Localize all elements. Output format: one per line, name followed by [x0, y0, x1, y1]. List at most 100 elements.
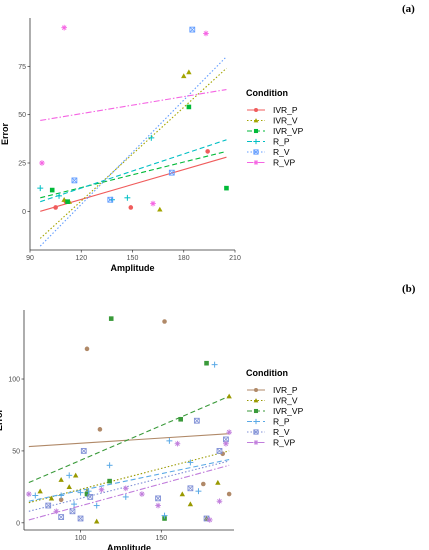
data-point-r-v	[45, 502, 52, 509]
data-point-r-vp	[61, 24, 68, 31]
legend-label: R_VP	[273, 438, 296, 448]
data-point-r-vp	[53, 508, 60, 515]
y-tick-label: 50	[18, 112, 26, 119]
data-point-ivr-vp	[224, 185, 229, 191]
data-point-r-v	[168, 169, 175, 176]
data-point-ivr-p	[53, 205, 58, 210]
data-point-ivr-p	[226, 491, 232, 497]
data-point-r-p	[93, 502, 100, 509]
data-point-ivr-v	[58, 476, 64, 482]
data-point-ivr-p	[97, 427, 103, 432]
data-point-r-v	[107, 196, 114, 203]
data-point-r-p	[195, 488, 202, 495]
data-point-ivr-p	[58, 497, 64, 503]
data-point-r-v	[77, 515, 84, 522]
panel-label-a: (a)	[402, 3, 415, 15]
y-tick-label: 75	[18, 64, 26, 71]
data-point-ivr-v	[226, 393, 232, 399]
data-point-ivr-v	[179, 491, 186, 497]
legend-key-marker	[253, 107, 259, 113]
x-axis-title: Amplitude	[107, 543, 151, 550]
data-point-r-vp	[226, 429, 232, 436]
data-point-ivr-v	[186, 69, 192, 75]
y-tick-label: 100	[8, 377, 20, 384]
legend-label: IVR_VP	[273, 126, 304, 136]
data-point-r-vp	[150, 200, 156, 207]
data-point-r-v	[58, 514, 65, 520]
data-point-ivr-vp	[107, 478, 112, 484]
data-point-ivr-vp	[84, 491, 90, 497]
legend-label: R_V	[273, 427, 290, 437]
legend-label: IVR_VP	[273, 406, 304, 416]
data-point-ivr-v	[215, 479, 221, 485]
legend-label: R_V	[273, 147, 290, 157]
legend-label: IVR_P	[273, 385, 298, 395]
data-point-r-p	[122, 493, 129, 500]
legend-key-marker	[253, 118, 259, 123]
data-point-ivr-p	[162, 319, 167, 324]
x-tick-label: 180	[178, 255, 190, 262]
y-tick-label: 50	[12, 448, 20, 455]
legend-label: R_P	[273, 417, 290, 427]
legend-key-marker	[253, 429, 259, 435]
data-point-ivr-v	[48, 495, 55, 501]
data-point-r-p	[124, 194, 131, 201]
data-point-r-v	[216, 448, 223, 454]
x-tick-label: 100	[75, 535, 87, 542]
panel-label-b: (b)	[402, 283, 416, 295]
fit-line-ivr-v	[28, 450, 230, 504]
legend-label: IVR_P	[273, 105, 298, 115]
data-point-r-p	[148, 134, 155, 141]
legend-key-marker	[253, 387, 259, 393]
data-point-r-v	[69, 508, 76, 515]
legend-key-marker	[253, 408, 259, 414]
chart-a: 90 120 150 180 210 0 25 50 75 Amplitude Error Condi…	[0, 18, 304, 273]
data-point-r-p	[58, 492, 65, 499]
data-point-r-v	[155, 495, 161, 502]
legend-title: Condition	[246, 88, 288, 98]
legend-label: IVR_V	[273, 396, 298, 406]
fit-line-ivr-p	[28, 433, 230, 448]
legend-key-marker	[253, 159, 259, 166]
x-tick-label: 120	[75, 255, 87, 262]
x-tick-label: 90	[26, 255, 34, 262]
data-point-ivr-vp	[108, 316, 114, 321]
fit-line-ivr-v	[39, 67, 227, 239]
data-point-ivr-p	[128, 205, 134, 210]
data-point-r-p	[37, 185, 44, 192]
data-point-r-v	[187, 485, 194, 492]
data-point-r-v	[71, 177, 78, 184]
fit-line-r-vp	[40, 88, 227, 122]
y-tick-label: 0	[22, 209, 26, 216]
data-point-r-vp	[223, 440, 229, 447]
data-point-r-vp	[155, 502, 161, 509]
data-point-ivr-vp	[186, 104, 192, 110]
data-point-r-p	[77, 489, 84, 496]
data-point-ivr-p	[84, 346, 90, 352]
data-point-r-vp	[203, 30, 209, 37]
data-point-r-p	[71, 501, 78, 508]
data-point-r-p	[187, 459, 194, 466]
data-point-ivr-p	[205, 149, 210, 154]
data-point-ivr-v	[157, 206, 163, 212]
data-point-ivr-vp	[49, 187, 55, 193]
data-point-ivr-v	[93, 518, 100, 524]
data-point-r-p	[106, 462, 113, 469]
data-point-ivr-p	[201, 481, 206, 487]
data-point-r-p	[166, 437, 173, 444]
fit-line-r-v	[39, 56, 227, 247]
fit-line-ivr-p	[40, 156, 227, 212]
x-axis-title: Amplitude	[111, 263, 155, 273]
data-point-r-vp	[206, 517, 213, 523]
data-point-r-vp	[139, 491, 145, 497]
fit-line-r-v	[28, 460, 230, 512]
data-point-r-vp	[174, 440, 181, 447]
data-point-r-p	[211, 361, 218, 368]
x-tick-label: 210	[229, 255, 241, 262]
data-point-r-p	[56, 192, 63, 199]
y-axis-title: Error	[0, 123, 10, 146]
y-tick-label: 25	[18, 161, 26, 168]
data-point-r-vp	[39, 160, 45, 166]
fit-line-ivr-vp	[40, 150, 227, 199]
y-tick-label: 0	[16, 520, 20, 527]
